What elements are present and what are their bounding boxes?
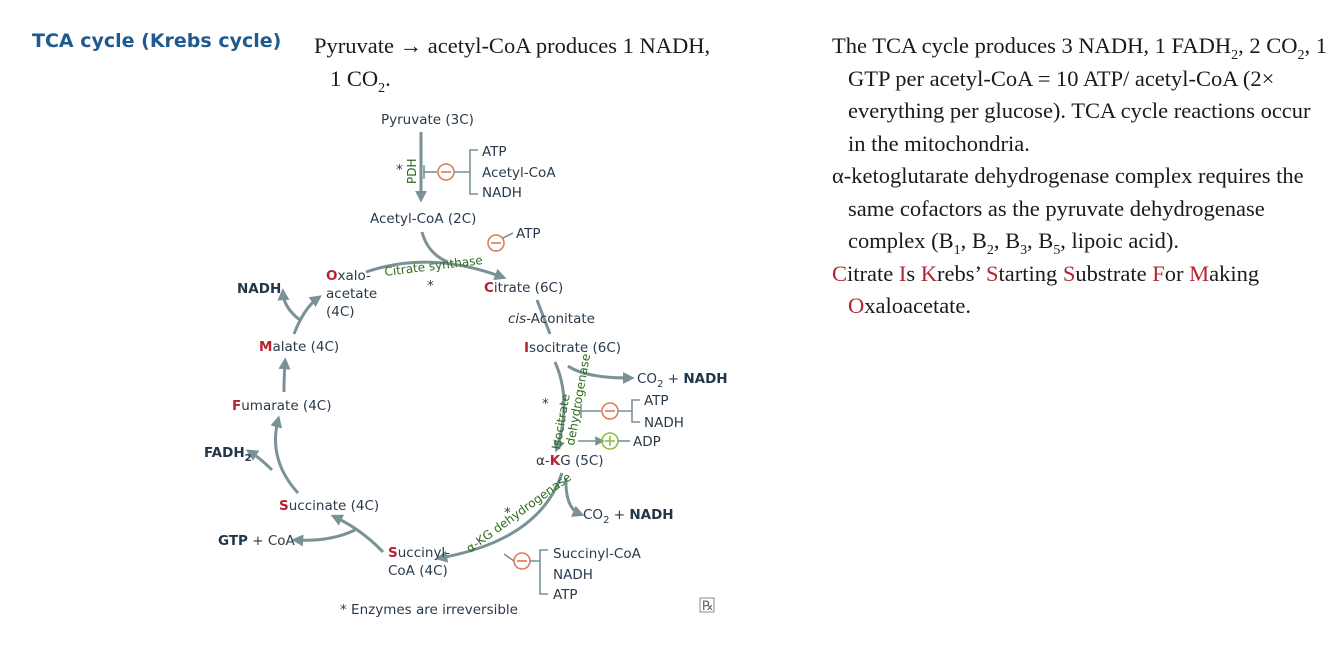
svg-text:acetate: acetate bbox=[326, 286, 377, 302]
pdh-bracket bbox=[454, 149, 478, 195]
pyruvate-label: Pyruvate (3C) bbox=[381, 112, 474, 128]
citrate-to-isocitrate-arrow bbox=[535, 299, 552, 335]
gtp-release-arrow bbox=[291, 528, 356, 547]
pdh-inhibitor-acetyl-coa: Acetyl-CoA bbox=[482, 165, 556, 181]
tca-products-paragraph: The TCA cycle produces 3 NADH, 1 FADH2, … bbox=[832, 33, 1327, 156]
mnemonic-word: Is bbox=[898, 260, 921, 286]
succinyl-coa-label: Succinyl- bbox=[388, 545, 450, 561]
pdh-inhibitor-atp: ATP bbox=[482, 144, 507, 160]
oxaloacetate-label: Oxalo- bbox=[326, 268, 371, 284]
mnemonic-word: Starting bbox=[985, 260, 1063, 286]
succinate-label: Succinate (4C) bbox=[279, 498, 379, 514]
svg-text:CoA (4C): CoA (4C) bbox=[388, 563, 448, 579]
pdh-label: PDH bbox=[405, 159, 419, 185]
succinate-to-fumarate-arrow bbox=[270, 415, 300, 495]
akg-dh-inhibitor-succinyl-coa: Succinyl-CoA bbox=[553, 546, 642, 562]
akg-cofactor-paragraph: α-ketoglutarate dehydrogenase complex re… bbox=[832, 163, 1304, 259]
gtp-coa-product: GTP + CoA bbox=[218, 533, 296, 549]
akg-dh-inhibitor-nadh: NADH bbox=[553, 567, 593, 583]
mnemonic-word: Citrate bbox=[832, 260, 899, 286]
isocitrate-dh-star: * bbox=[542, 396, 549, 412]
co2-nadh-release-arrow-1 bbox=[567, 364, 635, 384]
mnemonic-word: Making bbox=[1189, 260, 1260, 286]
succinyl-coa-to-succinate-arrow bbox=[330, 514, 385, 554]
akg-dh-label: α-KG dehydrogenase bbox=[464, 470, 574, 555]
intro-line-1: Pyruvate → acetyl-CoA produces 1 NADH, bbox=[314, 33, 711, 58]
citrate-synthase-arrow bbox=[365, 260, 507, 281]
isocitrate-dh-inhibitor-nadh: NADH bbox=[644, 415, 684, 431]
isocitrate-dh-activator-adp: ADP bbox=[633, 434, 661, 450]
malate-to-oxaloacetate-arrow bbox=[292, 295, 322, 335]
section-heading: TCA cycle (Krebs cycle) bbox=[32, 30, 282, 52]
cis-aconitate-label: cis-Aconitate bbox=[508, 311, 595, 327]
svg-text:(4C): (4C) bbox=[326, 304, 355, 320]
mnemonic-paragraph: Citrate Is Krebs’ Starting Substrate For… bbox=[832, 258, 1327, 323]
intro-text: Pyruvate → acetyl-CoA produces 1 NADH, 1… bbox=[314, 30, 784, 95]
intro-line-2: 1 CO2. bbox=[330, 65, 391, 96]
isocitrate-dh-inhibitor-atp: ATP bbox=[644, 393, 669, 409]
nadh-product: NADH bbox=[237, 281, 281, 297]
mnemonic-word: Krebs’ bbox=[920, 260, 986, 286]
akg-dh-inhibitor-atp: ATP bbox=[553, 587, 578, 603]
irreversible-footnote: * Enzymes are irreversible bbox=[340, 602, 518, 618]
rx-icon bbox=[699, 597, 715, 613]
pdh-star: * bbox=[396, 162, 403, 178]
right-text-panel: The TCA cycle produces 3 NADH, 1 FADH2, … bbox=[832, 30, 1327, 323]
nadh-release-arrow bbox=[277, 288, 301, 322]
citrate-synthase-star: * bbox=[427, 278, 434, 294]
fumarate-label: Fumarate (4C) bbox=[232, 398, 331, 414]
isocitrate-label: Isocitrate (6C) bbox=[524, 340, 621, 356]
mnemonic-word: Oxaloacetate. bbox=[848, 293, 972, 318]
malate-label: Malate (4C) bbox=[259, 339, 339, 355]
rx-icon-glyph: ℞ bbox=[702, 599, 714, 614]
akg-dh-star: * bbox=[504, 505, 511, 521]
citrate-synthase-inhibit-icon bbox=[487, 234, 505, 252]
citrate-synthase-inhibitor-atp: ATP bbox=[516, 226, 541, 242]
mnemonic-word: For bbox=[1152, 260, 1190, 286]
acetyl-coa-label: Acetyl-CoA (2C) bbox=[370, 211, 476, 227]
fumarate-to-malate-arrow bbox=[278, 357, 291, 393]
citrate-synthase-label: Citrate synthase bbox=[384, 253, 484, 279]
citrate-label: Citrate (6C) bbox=[484, 280, 563, 296]
akg-dh-arrow bbox=[435, 472, 564, 563]
acetyl-coa-entry-arrow bbox=[420, 231, 449, 264]
pdh-inhibitor-nadh: NADH bbox=[482, 185, 522, 201]
co2-nadh-product-2: CO2 + NADH bbox=[583, 507, 674, 526]
fadh2-release-arrow bbox=[245, 449, 274, 472]
akg-label: α-KG (5C) bbox=[536, 453, 604, 469]
co2-nadh-product-1: CO2 + NADH bbox=[637, 371, 728, 390]
isocitrate-dh-arrow bbox=[553, 361, 566, 453]
fadh2-product: FADH2 bbox=[204, 445, 252, 464]
co2-nadh-release-arrow-2 bbox=[564, 477, 585, 517]
mnemonic-word: Substrate bbox=[1062, 260, 1153, 286]
